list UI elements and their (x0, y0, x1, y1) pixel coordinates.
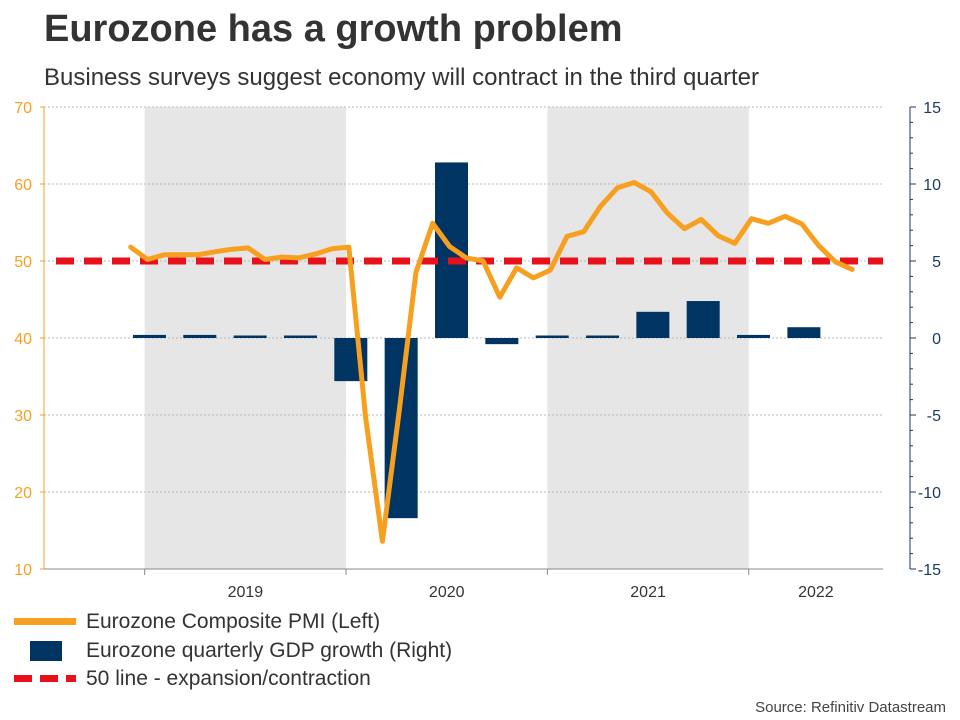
x-tick-label: 2020 (429, 584, 465, 600)
legend-swatch-pmi (14, 608, 76, 636)
x-tick-label: 2021 (630, 584, 666, 600)
left-tick-label: 50 (14, 254, 32, 271)
right-tick-label: -5 (927, 408, 941, 425)
gdp-bar (686, 301, 720, 338)
x-tick-label: 2022 (798, 584, 834, 600)
source-note: Source: Refinitiv Datastream (755, 699, 946, 716)
gdp-bar (183, 334, 217, 338)
left-tick-label: 60 (14, 177, 32, 194)
chart-title: Eurozone has a growth problem (44, 8, 623, 50)
left-tick-label: 70 (14, 100, 32, 117)
x-tick-label: 2019 (228, 584, 264, 600)
pmi-line (128, 180, 855, 544)
left-tick-label: 40 (14, 331, 32, 348)
left-tick-label: 20 (14, 485, 32, 502)
right-tick-label: 10 (923, 177, 941, 194)
legend-label-gdp: Eurozone quarterly GDP growth (Right) (86, 639, 453, 662)
legend-label-pmi: Eurozone Composite PMI (Left) (86, 610, 381, 633)
legend-label-fifty-line: 50 line - expansion/contraction (86, 667, 371, 690)
legend-swatch-fifty-line (14, 665, 76, 693)
gdp-bar (283, 335, 317, 338)
right-tick-label: 0 (932, 331, 941, 348)
legend-item-gdp: Eurozone quarterly GDP growth (Right) (14, 637, 452, 665)
right-tick-label: -10 (918, 485, 941, 502)
chart-subtitle: Business surveys suggest economy will co… (44, 64, 759, 91)
right-tick-label: -15 (918, 562, 941, 579)
legend-item-fifty-line: 50 line - expansion/contraction (14, 665, 371, 693)
gdp-bar (737, 334, 771, 338)
gdp-bar (535, 335, 569, 338)
left-tick-label: 10 (14, 562, 32, 579)
gdp-bar (132, 334, 166, 338)
left-tick-label: 30 (14, 408, 32, 425)
right-tick-label: 5 (932, 254, 941, 271)
gdp-bar (787, 327, 821, 338)
right-tick-label: 15 (923, 100, 941, 117)
legend-swatch-gdp (14, 637, 76, 665)
legend-item-pmi: Eurozone Composite PMI (Left) (14, 608, 380, 636)
gdp-bar (485, 338, 519, 345)
gdp-bar (586, 335, 620, 338)
gdp-bar (233, 335, 267, 338)
gdp-bar (636, 311, 670, 338)
